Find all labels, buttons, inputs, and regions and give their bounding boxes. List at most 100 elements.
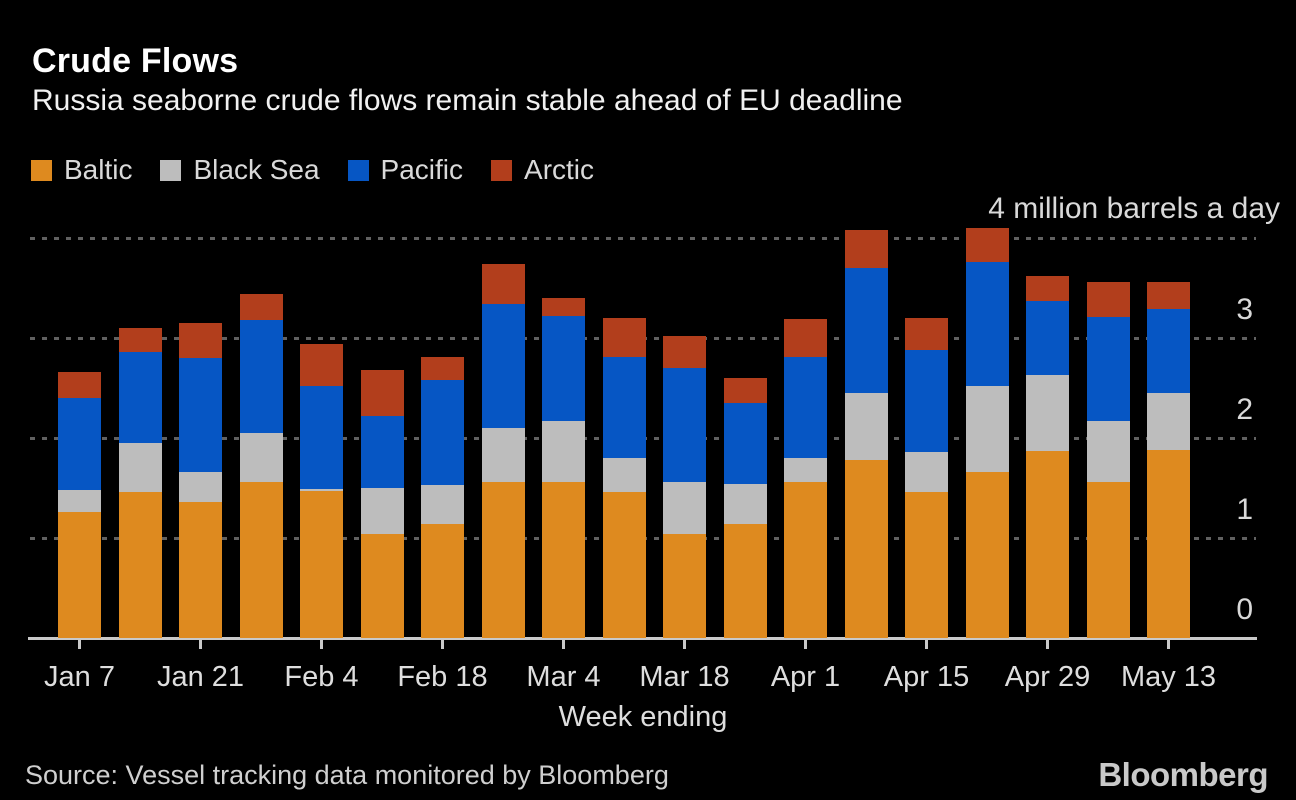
- legend-item-black-sea: Black Sea: [160, 154, 320, 185]
- stacked-bar: [723, 378, 767, 638]
- bar-segment-black-sea: [1026, 375, 1069, 451]
- stacked-bar: [1086, 282, 1130, 638]
- legend-label: Arctic: [524, 154, 595, 185]
- x-tick-label: Feb 4: [284, 661, 359, 693]
- black-sea-swatch-icon: [160, 159, 182, 181]
- bar-segment-baltic: [784, 482, 827, 638]
- bar-segment-pacific: [58, 398, 101, 490]
- bar-segment-arctic: [542, 298, 585, 316]
- bar-segment-black-sea: [965, 386, 1009, 472]
- bar-segment-black-sea: [663, 482, 706, 534]
- legend: Baltic Black Sea Pacific Arctic: [31, 156, 594, 184]
- bar-segment-pacific: [1086, 317, 1130, 421]
- legend-label: Black Sea: [193, 154, 320, 185]
- stacked-bar: [542, 298, 585, 638]
- bar-segment-pacific: [844, 268, 888, 393]
- bar-segment-black-sea: [1086, 421, 1130, 482]
- axis-unit-label: 4 million barrels a day: [988, 192, 1280, 225]
- bar-segment-arctic: [58, 372, 101, 398]
- stacked-bar: [784, 319, 827, 638]
- bar-segment-baltic: [905, 492, 948, 638]
- bar-segment-baltic: [481, 482, 525, 638]
- stacked-bar: [481, 264, 525, 638]
- x-axis-tick: [320, 640, 323, 649]
- bar-segment-arctic: [1026, 276, 1069, 301]
- bar-segment-black-sea: [1147, 393, 1190, 450]
- bar-segment-pacific: [602, 357, 646, 458]
- bar-segment-arctic: [118, 328, 162, 352]
- page-title: Crude Flows: [32, 42, 239, 80]
- bar-segment-arctic: [602, 318, 646, 357]
- bar-segment-pacific: [1026, 301, 1069, 375]
- bar-segment-arctic: [360, 370, 404, 416]
- x-tick-label: Apr 1: [770, 661, 841, 693]
- bar-segment-pacific: [723, 403, 767, 484]
- bar-segment-baltic: [965, 472, 1009, 638]
- bar-segment-arctic: [663, 336, 706, 368]
- bar-segment-black-sea: [905, 452, 948, 492]
- bar-segment-black-sea: [542, 421, 585, 482]
- bar-segment-pacific: [965, 262, 1009, 386]
- stacked-bar: [663, 336, 706, 638]
- bar-segment-baltic: [300, 491, 343, 638]
- legend-item-arctic: Arctic: [491, 156, 594, 184]
- bar-segment-baltic: [239, 482, 283, 638]
- bar-segment-black-sea: [723, 484, 767, 524]
- x-tick-label: Jan 7: [44, 661, 115, 693]
- x-axis-title: Week ending: [558, 701, 728, 733]
- stacked-bar: [1026, 276, 1069, 638]
- bar-segment-black-sea: [481, 428, 525, 482]
- legend-item-baltic: Baltic: [31, 156, 132, 184]
- bar-segment-arctic: [1086, 282, 1130, 317]
- bar-segment-arctic: [481, 264, 525, 304]
- bar-segment-baltic: [360, 534, 404, 638]
- stacked-bar: [905, 318, 948, 638]
- stacked-bar: [118, 328, 162, 638]
- stacked-bar: [965, 228, 1009, 638]
- x-tick-label: Mar 18: [639, 661, 730, 693]
- y-tick-label: 2: [1236, 393, 1253, 426]
- bar-segment-arctic: [905, 318, 948, 350]
- bar-segment-pacific: [905, 350, 948, 452]
- bloomberg-logo: Bloomberg: [1098, 756, 1268, 793]
- bar-segment-pacific: [179, 358, 222, 472]
- bar-segment-arctic: [844, 230, 888, 268]
- bar-segment-pacific: [360, 416, 404, 488]
- x-tick-label: Apr 15: [883, 661, 970, 693]
- x-axis-tick: [925, 640, 928, 649]
- bar-segment-pacific: [300, 386, 343, 489]
- pacific-swatch-icon: [347, 159, 369, 181]
- page-subtitle: Russia seaborne crude flows remain stabl…: [32, 84, 903, 117]
- bar-segment-black-sea: [300, 489, 343, 491]
- arctic-swatch-icon: [491, 159, 513, 181]
- bar-segment-pacific: [118, 352, 162, 443]
- x-axis-tick: [562, 640, 565, 649]
- bar-segment-black-sea: [784, 458, 827, 482]
- bar-segment-pacific: [1147, 309, 1190, 393]
- stacked-bar: [179, 323, 222, 638]
- bar-segment-baltic: [542, 482, 585, 638]
- bar-segment-black-sea: [602, 458, 646, 492]
- bar-segment-black-sea: [179, 472, 222, 502]
- x-tick-label: Apr 29: [1004, 661, 1091, 693]
- bar-segment-arctic: [300, 344, 343, 386]
- bar-segment-black-sea: [58, 490, 101, 512]
- x-axis-tick: [78, 640, 81, 649]
- bar-segment-arctic: [421, 357, 464, 380]
- stacked-bar: [360, 370, 404, 638]
- stacked-bar: [844, 230, 888, 638]
- bar-segment-baltic: [58, 512, 101, 638]
- bar-segment-black-sea: [360, 488, 404, 534]
- bar-segment-baltic: [844, 460, 888, 638]
- stacked-bar: [602, 318, 646, 638]
- bar-segment-baltic: [602, 492, 646, 638]
- bar-segment-black-sea: [421, 485, 464, 524]
- x-axis-line: [28, 637, 1257, 640]
- bar-segment-baltic: [1026, 451, 1069, 638]
- bar-segment-arctic: [784, 319, 827, 357]
- bar-segment-baltic: [1086, 482, 1130, 638]
- legend-item-pacific: Pacific: [347, 156, 463, 184]
- x-axis-tick: [1167, 640, 1170, 649]
- bar-segment-pacific: [481, 304, 525, 428]
